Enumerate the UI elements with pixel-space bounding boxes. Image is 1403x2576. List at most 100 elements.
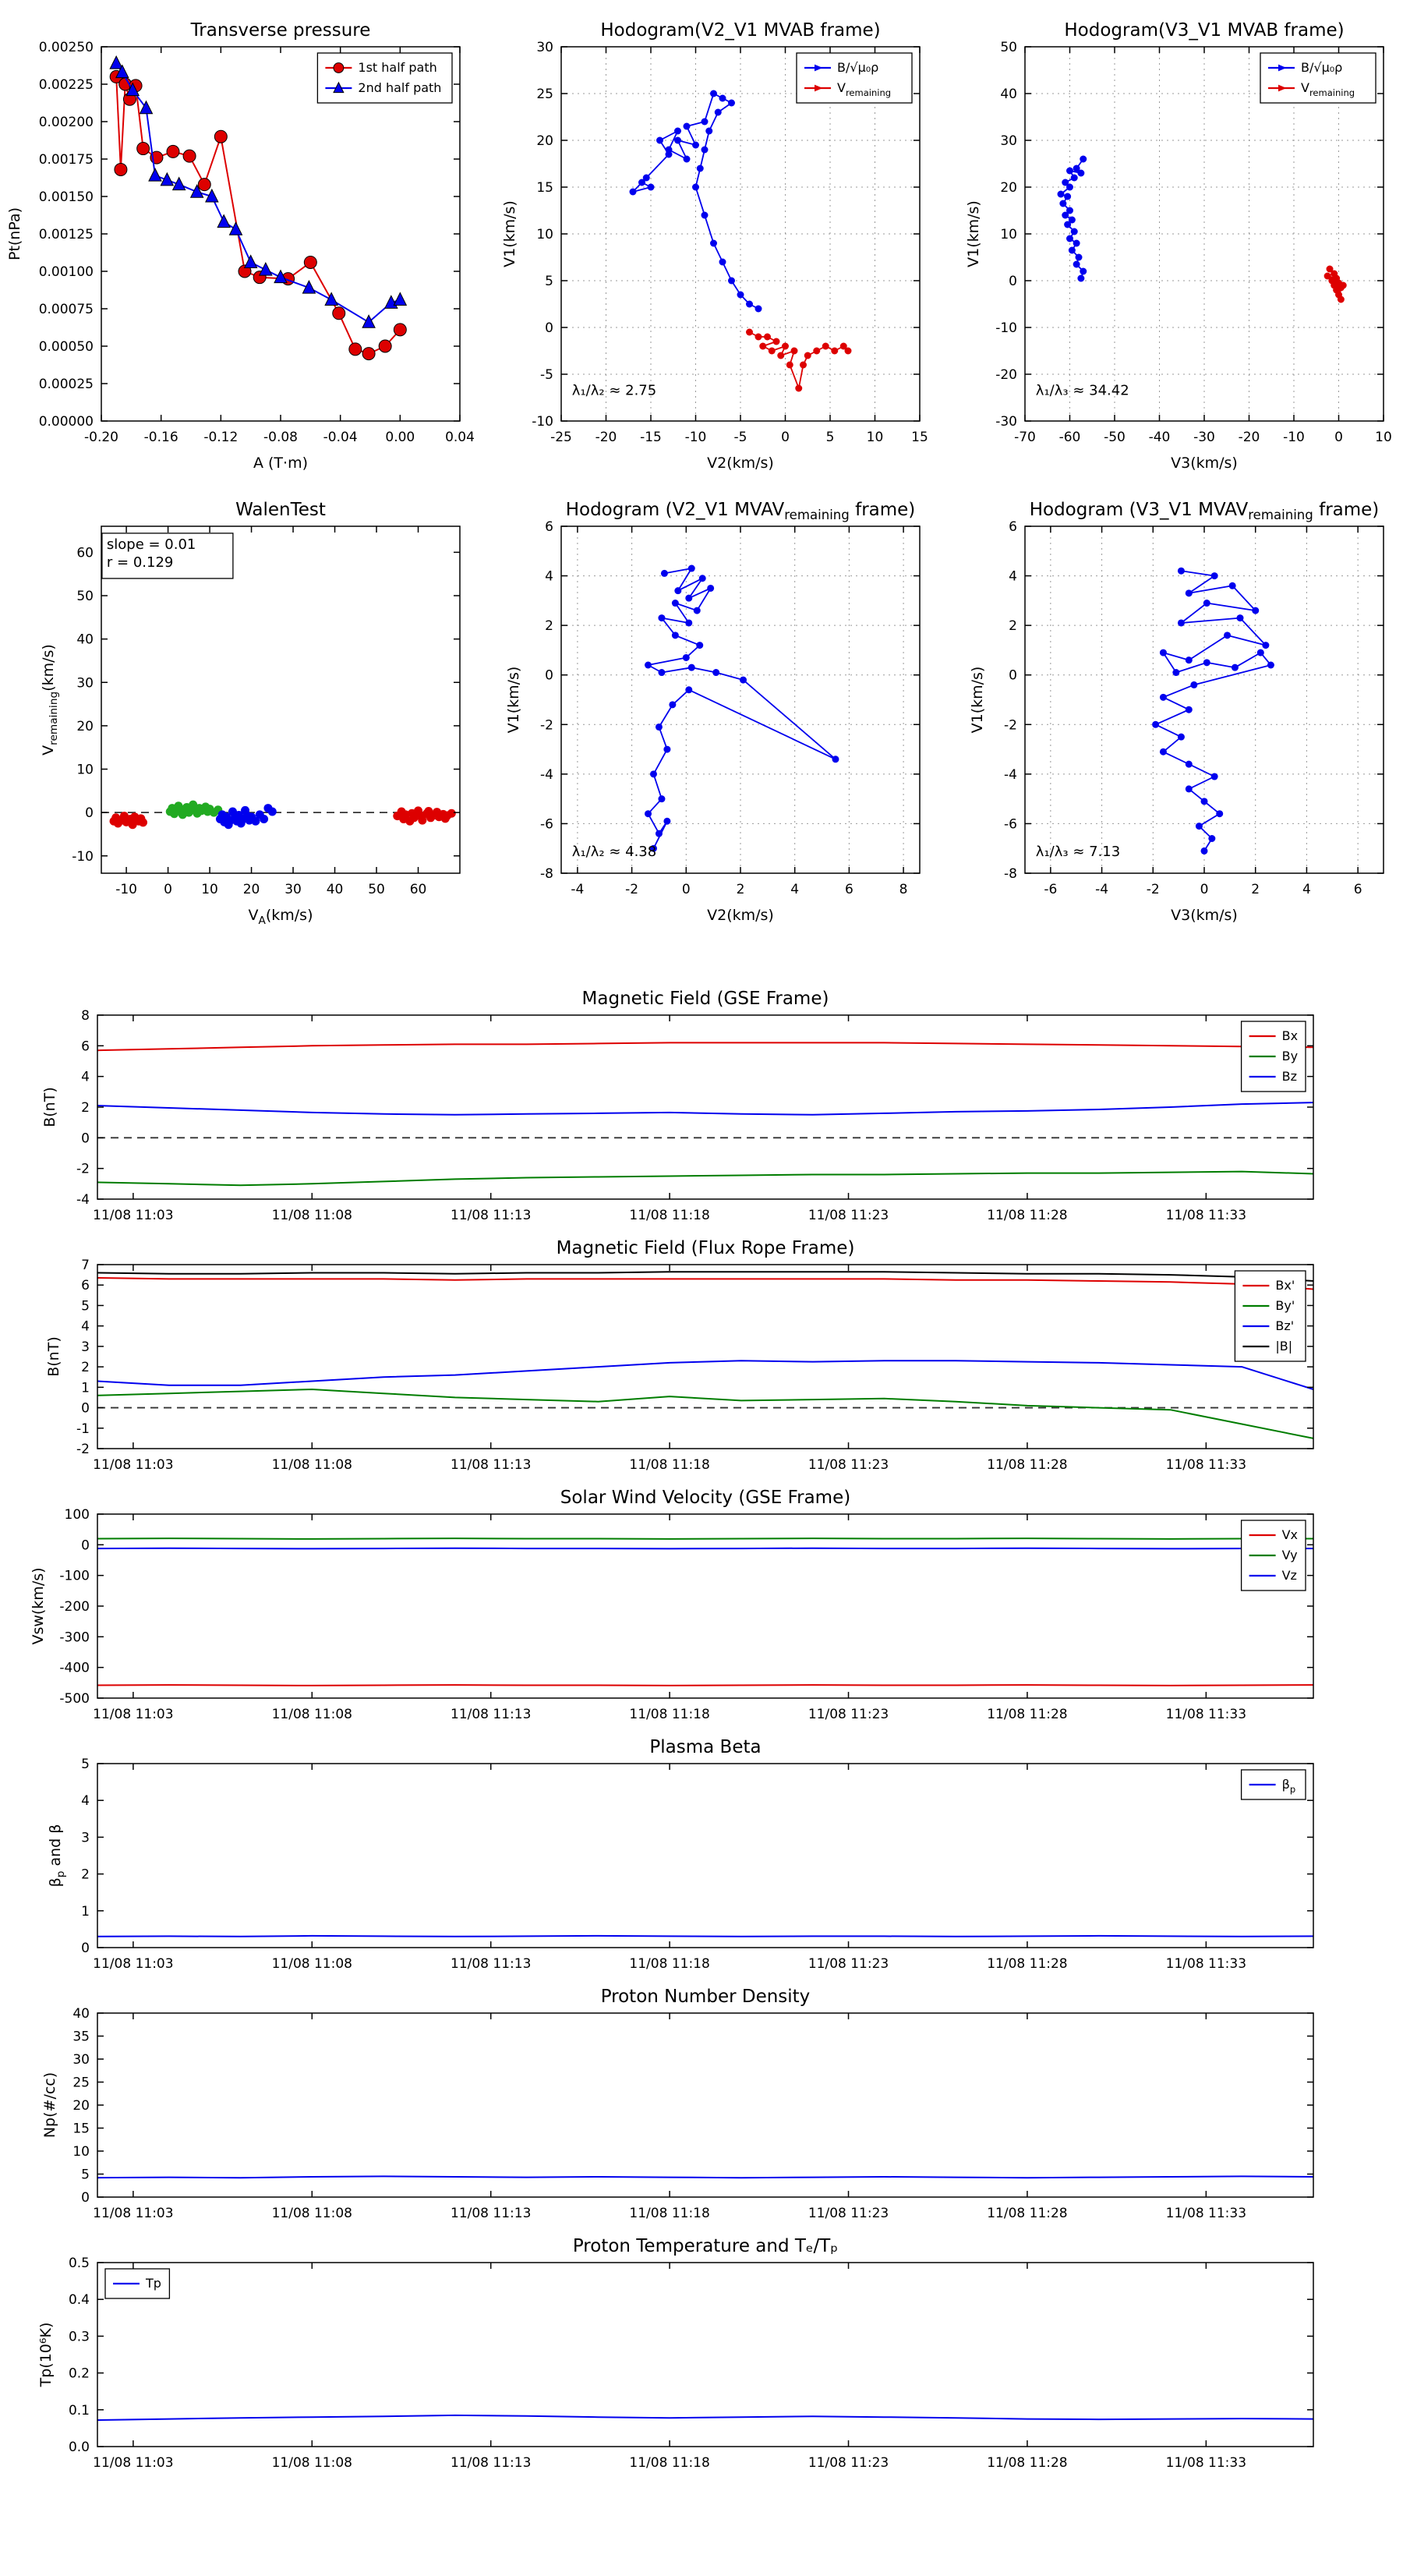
y-axis-label: V1(km/s) xyxy=(501,200,518,267)
legend: 1st half path 2nd half path xyxy=(316,52,453,104)
y-tick-label: 0.00025 xyxy=(39,377,94,392)
x-tick-label: 11/08 11:03 xyxy=(93,2455,173,2471)
chart-magnetic-field-flux-rope: 11/08 11:03 11/08 11:08 11/08 11:13 11/08 1… xyxy=(45,1238,1314,1473)
legend: Bx By Bz xyxy=(1240,1021,1306,1092)
x-tick-label: 11/08 11:23 xyxy=(808,1956,889,1972)
y-tick-label: 40 xyxy=(72,2006,90,2022)
y-tick-label: -20 xyxy=(995,367,1017,383)
legend-label: By' xyxy=(1275,1298,1295,1313)
chart-magnetic-field-gse: 11/08 11:03 11/08 11:08 11/08 11:13 11/08 1… xyxy=(41,989,1314,1223)
annotation-text: λ₁/λ₂ ≈ 2.75 xyxy=(572,382,656,398)
series-Np xyxy=(97,2175,1314,2179)
legend: Vx Vy Vz xyxy=(1240,1520,1306,1591)
legend-label: 2nd half path xyxy=(358,80,441,95)
y-tick-label: 1 xyxy=(81,1380,90,1396)
y-tick-label: 5 xyxy=(81,1757,90,1772)
y-tick-label: -500 xyxy=(59,1691,90,1707)
x-tick-label: 60 xyxy=(410,882,427,897)
x-tick-label: 11/08 11:23 xyxy=(808,1457,889,1473)
legend-label: Vx xyxy=(1282,1527,1298,1542)
series-B-alfven xyxy=(632,93,759,310)
x-tick-label: 30 xyxy=(284,882,302,897)
series-beta-p xyxy=(97,1934,1314,1937)
y-tick-label: -200 xyxy=(59,1599,90,1615)
y-tick-label: 40 xyxy=(76,632,94,648)
y-tick-label: -10 xyxy=(532,414,553,430)
y-tick-label: 5 xyxy=(545,274,553,289)
y-tick-label: -6 xyxy=(1004,816,1017,832)
series-Vy xyxy=(97,1537,1313,1540)
y-tick-label: 4 xyxy=(1009,569,1017,585)
legend-label: Bx' xyxy=(1275,1278,1295,1293)
x-tick-label: 11/08 11:28 xyxy=(987,1956,1067,1972)
x-tick-label: -50 xyxy=(1104,430,1126,445)
legend: βp xyxy=(1240,1769,1306,1800)
y-tick-label: 2 xyxy=(81,1867,90,1883)
y-tick-label: 40 xyxy=(1000,87,1017,102)
y-tick-label: 4 xyxy=(545,569,553,585)
x-tick-label: -4 xyxy=(571,882,584,897)
y-tick-label: 10 xyxy=(1000,227,1017,242)
x-tick-label: 0 xyxy=(164,882,172,897)
x-tick-label: 11/08 11:08 xyxy=(272,1457,352,1473)
legend-label: Bx xyxy=(1282,1028,1298,1043)
y-tick-label: 35 xyxy=(72,2029,90,2045)
x-tick-label: -0.04 xyxy=(323,430,358,445)
x-tick-label: 11/08 11:18 xyxy=(629,1956,709,1972)
y-tick-label: 6 xyxy=(81,1278,90,1293)
axes-background xyxy=(97,1764,1313,1948)
x-tick-label: 6 xyxy=(1354,882,1362,897)
x-tick-label: -2 xyxy=(625,882,638,897)
x-tick-label: 11/08 11:18 xyxy=(629,1457,709,1473)
y-tick-label: 0.00075 xyxy=(39,302,94,317)
x-tick-label: 11/08 11:23 xyxy=(808,2206,889,2221)
x-tick-label: 11/08 11:03 xyxy=(93,1457,173,1473)
x-tick-label: -0.20 xyxy=(84,430,118,445)
y-axis-label: Pt(nPa) xyxy=(6,207,23,260)
y-tick-label: 50 xyxy=(1000,40,1017,55)
annotation-text: r = 0.129 xyxy=(107,554,173,571)
y-tick-label: 20 xyxy=(72,2098,90,2114)
y-tick-label: -2 xyxy=(1004,717,1017,733)
axes-background xyxy=(97,1265,1313,1449)
y-tick-label: -4 xyxy=(76,1192,90,1208)
series-By' xyxy=(97,1389,1314,1439)
x-tick-label: -70 xyxy=(1014,430,1036,445)
x-tick-label: 0 xyxy=(1200,882,1209,897)
x-tick-label: 11/08 11:18 xyxy=(629,2206,709,2221)
y-tick-label: -10 xyxy=(995,320,1017,336)
x-axis-label: A (T·m) xyxy=(253,455,308,472)
y-tick-label: 20 xyxy=(536,133,553,149)
legend-box xyxy=(1234,1270,1306,1362)
x-tick-label: 11/08 11:33 xyxy=(1166,2455,1246,2471)
y-tick-label: 0 xyxy=(85,805,94,821)
y-tick-label: 3 xyxy=(81,1339,90,1355)
chart-title: Hodogram(V2_V1 MVAB frame) xyxy=(600,20,880,41)
x-tick-label: 11/08 11:28 xyxy=(987,1707,1067,1722)
chart-title: Hodogram(V3_V1 MVAB frame) xyxy=(1064,20,1344,41)
x-tick-label: 11/08 11:08 xyxy=(272,1956,352,1972)
x-tick-label: -5 xyxy=(734,430,747,445)
y-tick-label: 0 xyxy=(545,668,553,684)
x-tick-label: 11/08 11:13 xyxy=(451,2206,531,2221)
x-tick-label: 10 xyxy=(1375,430,1392,445)
y-tick-label: -4 xyxy=(540,767,553,783)
legend-label: B/√μ₀ρ xyxy=(1301,60,1342,75)
x-tick-label: 11/08 11:18 xyxy=(629,1208,709,1223)
legend-box xyxy=(316,52,453,104)
y-tick-label: 15 xyxy=(536,180,553,196)
x-tick-label: 11/08 11:13 xyxy=(451,1457,531,1473)
legend-box xyxy=(796,52,913,104)
x-tick-label: 11/08 11:08 xyxy=(272,2455,352,2471)
x-tick-label: 10 xyxy=(201,882,218,897)
chart-hodogram-v3v1-mvav: -6 -4 -2 0 2 4 6 -8 -6 -4 -2 0 2 4 6 Hodogram (V3_V1 MV… xyxy=(969,500,1384,924)
x-tick-label: -0.08 xyxy=(263,430,298,445)
chart-transverse-pressure: -0.20 -0.16 -0.12 -0.08 -0.04 0.00 0.04 0.00000… xyxy=(6,20,475,472)
y-tick-label: 0.00175 xyxy=(39,152,94,168)
y-tick-label: 2 xyxy=(545,618,553,634)
y-tick-label: 2 xyxy=(1009,618,1017,634)
y-tick-label: -10 xyxy=(72,849,94,865)
y-tick-label: 10 xyxy=(76,763,94,778)
y-tick-label: 4 xyxy=(81,1793,90,1809)
